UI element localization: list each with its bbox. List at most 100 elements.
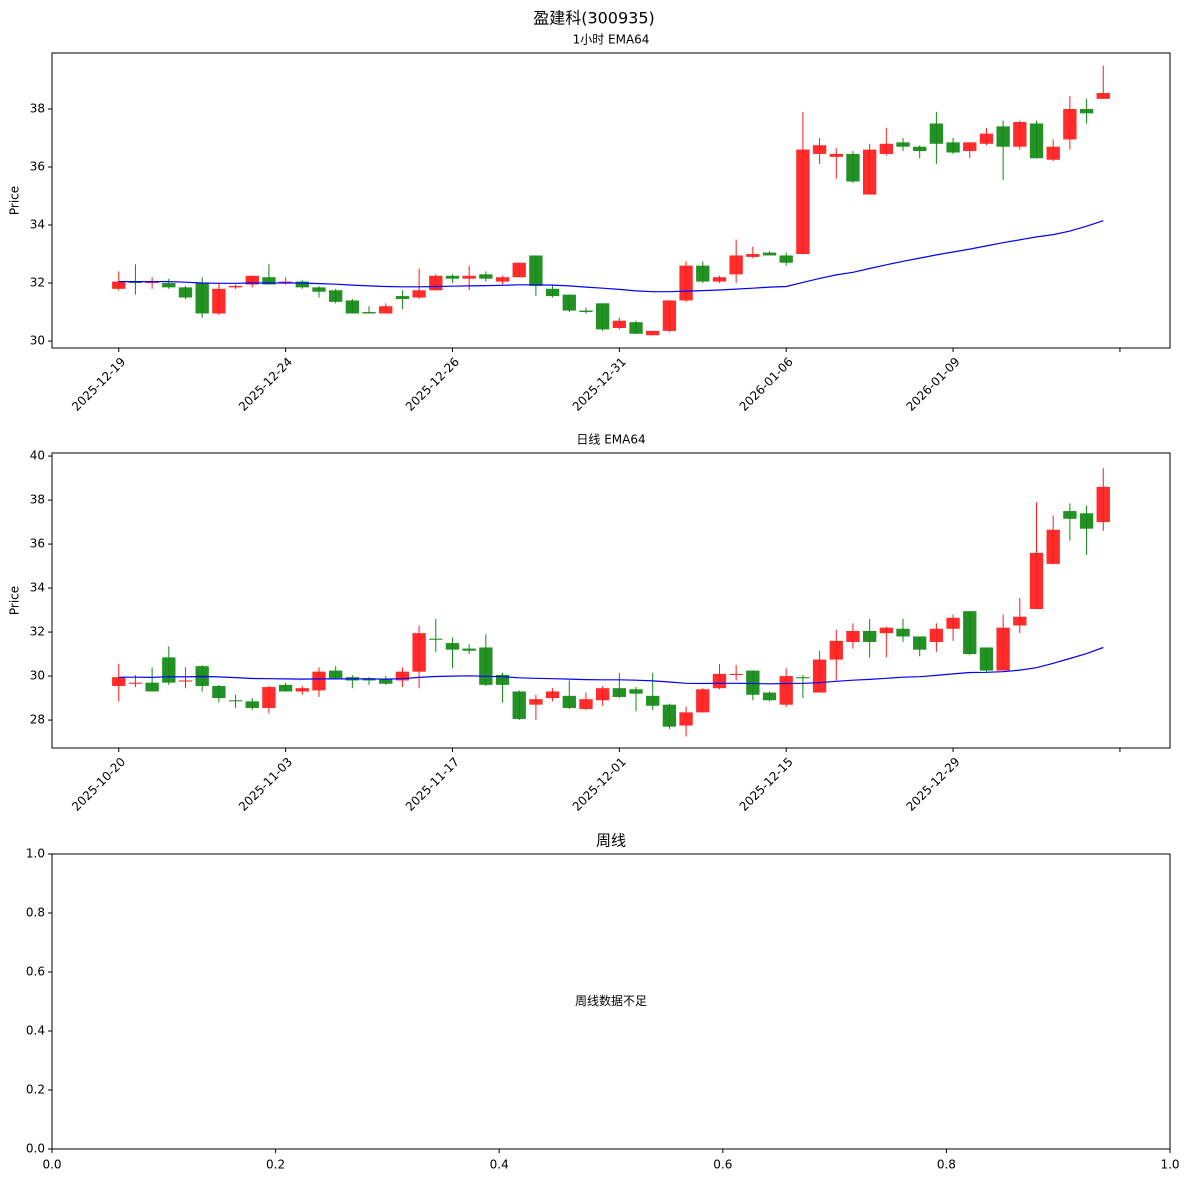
candle-body: [395, 671, 410, 681]
candle-body: [729, 673, 743, 675]
y-tick-label: 0.6: [26, 965, 45, 979]
candle-body: [362, 312, 376, 314]
candle-body: [545, 288, 560, 297]
candle-body: [696, 689, 710, 713]
y-tick-label: 38: [30, 101, 45, 115]
candle-body: [779, 255, 793, 263]
x-tick-label: 0.6: [713, 1158, 732, 1172]
candle-body: [762, 692, 777, 701]
candle-body: [345, 300, 360, 314]
y-axis-label: Price: [8, 186, 22, 215]
candle-body: [529, 699, 543, 705]
candle-body: [829, 153, 843, 157]
candle-body: [579, 699, 593, 710]
panel-title: 周线: [596, 832, 626, 850]
candle-body: [278, 684, 293, 692]
candle-body: [429, 638, 443, 640]
candle-body: [212, 288, 226, 314]
candle-body: [896, 142, 910, 147]
candle-body: [1013, 616, 1027, 626]
candle-body: [746, 254, 760, 257]
candle-body: [913, 146, 927, 152]
candle-body: [128, 281, 143, 284]
candle-body: [529, 255, 543, 286]
axes-frame: [51, 853, 1171, 1150]
figure-title: 盈建科(300935): [533, 9, 655, 28]
y-tick-label: 1.0: [26, 847, 45, 861]
candle-body: [1096, 93, 1110, 99]
candle-body: [262, 687, 276, 708]
ema-line: [118, 646, 1104, 685]
candle-body: [846, 630, 860, 642]
candle-body: [679, 712, 693, 726]
candle-body: [445, 643, 460, 650]
candle-body: [779, 676, 793, 705]
panel-title: 日线 EMA64: [576, 433, 645, 447]
candle-body: [262, 277, 276, 285]
candle-body: [178, 680, 193, 682]
candle-body: [913, 636, 927, 650]
x-tick-label: 1.0: [1160, 1158, 1179, 1172]
candle-body: [162, 657, 176, 683]
candle-body: [662, 704, 677, 727]
x-tick-label: 0.2: [266, 1158, 285, 1172]
candle-body: [278, 281, 293, 284]
candle-body: [479, 274, 493, 279]
candle-body: [595, 688, 610, 701]
candle-body: [879, 143, 894, 154]
candle-body: [979, 647, 994, 671]
candle-body: [829, 640, 843, 660]
candle-body: [746, 670, 760, 695]
y-tick-label: 30: [30, 334, 45, 348]
candle-body: [145, 281, 159, 284]
y-tick-label: 32: [30, 276, 45, 290]
candle-body: [212, 685, 226, 699]
y-tick-label: 40: [30, 449, 45, 463]
candle-body: [696, 265, 710, 282]
candle-body: [963, 142, 977, 152]
candle-body: [479, 647, 493, 685]
candle-body: [195, 283, 209, 314]
x-tick-label: 0.8: [937, 1158, 956, 1172]
y-tick-label: 0.4: [26, 1024, 45, 1038]
candle-body: [228, 285, 243, 288]
candle-body: [796, 677, 810, 679]
y-tick-label: 0.2: [26, 1083, 45, 1097]
candle-body: [495, 277, 510, 282]
candle-body: [595, 303, 610, 330]
candle-body: [495, 674, 510, 685]
candle-body: [963, 611, 977, 655]
candle-body: [946, 142, 960, 153]
y-tick-label: 30: [30, 669, 45, 683]
candle-body: [379, 306, 393, 314]
candle-body: [162, 283, 176, 288]
candle-body: [445, 275, 460, 279]
candle-body: [679, 265, 693, 301]
candle-body: [712, 277, 727, 282]
candle-body: [328, 290, 343, 302]
candle-body: [145, 682, 159, 692]
y-tick-label: 32: [30, 625, 45, 639]
candle-body: [412, 633, 426, 672]
candle-body: [1079, 108, 1094, 114]
empty-message: 周线数据不足: [575, 993, 647, 1008]
candle-body: [762, 252, 777, 256]
candle-body: [1029, 552, 1044, 609]
y-axis-label: Price: [8, 586, 22, 615]
candle-body: [796, 149, 810, 255]
x-tick-label: 0.0: [42, 1158, 61, 1172]
y-tick-label: 34: [30, 218, 45, 232]
candle-body: [579, 310, 593, 313]
candle-body: [462, 275, 476, 279]
candle-body: [128, 682, 143, 684]
y-tick-label: 36: [30, 537, 45, 551]
candle-body: [712, 673, 727, 689]
candle-body: [729, 255, 743, 275]
candle-body: [996, 126, 1010, 147]
candle-body: [112, 281, 126, 289]
candle-body: [1079, 513, 1094, 529]
candle-body: [328, 670, 343, 679]
y-tick-label: 28: [30, 713, 45, 727]
